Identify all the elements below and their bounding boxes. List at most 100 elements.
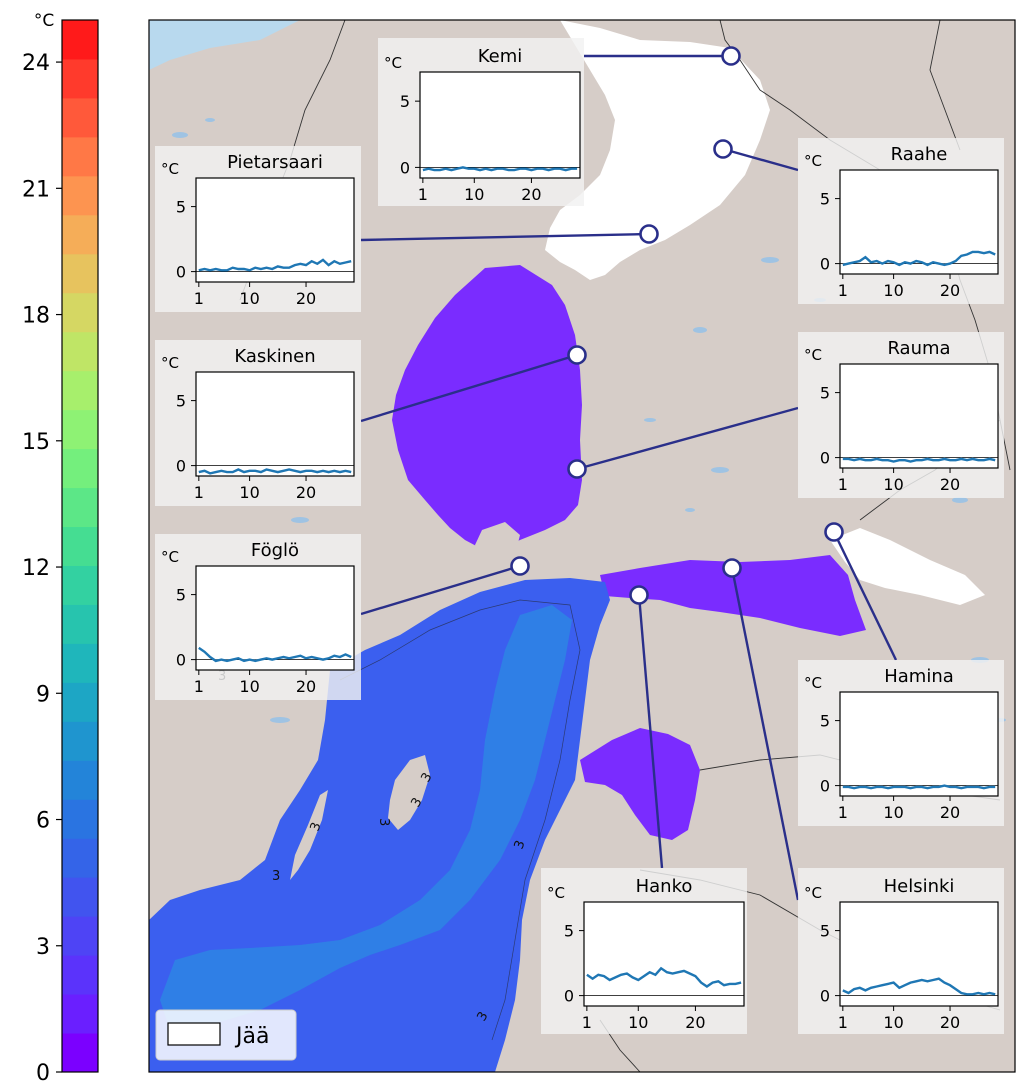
inset-temperature-series [842, 784, 996, 790]
station-marker[interactable] [639, 224, 659, 244]
colorbar-unit-label: °C [34, 11, 54, 31]
inset-x-tick-label: 20 [296, 483, 316, 502]
inset-station-title: Hamina [884, 666, 954, 687]
inset-x-tick-label: 1 [838, 1013, 848, 1032]
inset-x-tick-label: 20 [296, 677, 316, 696]
inset-plot-area [839, 363, 999, 469]
inset-y-tick-label: 5 [564, 922, 574, 941]
sst-gulf-of-finland [600, 555, 866, 636]
inset-y-tick-label: 5 [176, 586, 186, 605]
station-marker[interactable] [510, 556, 530, 576]
legend-ice-label: Jää [234, 1024, 269, 1049]
inset-x-tick-label: 10 [628, 1013, 648, 1032]
station-marker[interactable] [629, 585, 649, 605]
inset-station-title: Föglö [251, 540, 299, 561]
inset-x-tick-label: 1 [838, 803, 848, 822]
inset-x-tick-label: 1 [838, 281, 848, 300]
inset-x-tick-label: 10 [239, 289, 259, 308]
station-marker[interactable] [824, 522, 844, 542]
colorbar-block [62, 292, 98, 333]
inset-temperature-series [842, 977, 996, 996]
station-marker[interactable] [713, 139, 733, 159]
inset-x-tick-label: 20 [940, 475, 960, 494]
inset-y-tick-label: 5 [820, 190, 830, 209]
station-connector-line [637, 594, 664, 869]
colorbar-tick-label: 18 [22, 304, 50, 329]
station-inset: Kemi °C 0 5 1 10 20 [378, 38, 584, 206]
colorbar-block [62, 331, 98, 372]
station-connector-line [722, 147, 799, 172]
inset-x-tick-label: 1 [194, 677, 204, 696]
inset-temperature-series [586, 966, 742, 988]
colorbar-block [62, 760, 98, 800]
inset-y-tick-label: 5 [820, 384, 830, 403]
colorbar-block [62, 370, 98, 411]
colorbar-block [62, 253, 98, 294]
inset-x-tick-label: 1 [418, 185, 428, 204]
ice-legend: Jää [155, 1009, 297, 1061]
inset-x-tick-label: 1 [194, 289, 204, 308]
colorbar-block [62, 565, 98, 605]
inset-x-tick-label: 1 [838, 475, 848, 494]
island-saaremaa [588, 678, 645, 722]
inset-plot-area [839, 691, 999, 797]
inset-x-tick-label: 20 [940, 281, 960, 300]
station-inset: Kaskinen °C 0 5 1 10 20 [155, 340, 361, 506]
inset-x-tick-label: 10 [883, 475, 903, 494]
inset-y-tick-label: 0 [820, 987, 830, 1006]
inset-station-title: Raahe [891, 144, 948, 165]
inset-plot-area [195, 371, 355, 477]
inset-plot-area [195, 565, 355, 671]
station-inset: Helsinki °C 0 5 1 10 20 [798, 868, 1004, 1034]
inset-y-tick-label: 0 [400, 158, 410, 177]
inset-unit-label: °C [384, 54, 402, 72]
station-marker[interactable] [721, 46, 741, 66]
sst-central-basin-warmer [160, 605, 572, 1030]
station-marker[interactable] [567, 459, 587, 479]
inset-unit-label: °C [804, 674, 822, 692]
inset-y-tick-label: 0 [176, 263, 186, 282]
station-inset: Pietarsaari °C 0 5 1 10 20 [155, 146, 361, 312]
contour-label: 3 [376, 818, 391, 826]
island-aland [475, 522, 520, 568]
colorbar-block [62, 838, 98, 878]
station-inset: Hanko °C 0 5 1 10 20 [541, 868, 747, 1034]
inset-y-tick-label: 5 [820, 712, 830, 731]
inset-temperature-series [198, 258, 352, 272]
colorbar-tick-label: 21 [22, 177, 50, 202]
colorbar-block [62, 97, 98, 138]
colorbar: °C 0 3 6 9 12 15 18 21 24 [22, 11, 99, 1086]
inset-y-tick-label: 5 [400, 92, 410, 111]
country-border [929, 20, 961, 151]
inset-x-tick-label: 20 [685, 1013, 705, 1032]
inset-unit-label: °C [804, 884, 822, 902]
colorbar-block [62, 682, 98, 722]
inset-y-tick-label: 0 [176, 457, 186, 476]
inset-y-tick-label: 5 [820, 922, 830, 941]
colorbar-tick-label: 15 [22, 430, 50, 455]
inset-x-tick-label: 1 [582, 1013, 592, 1032]
station-marker[interactable] [567, 345, 587, 365]
contour-line-3 [339, 599, 581, 1041]
colorbar-block [62, 487, 98, 528]
colorbar-tick-label: 12 [22, 556, 50, 581]
sst-gulf-of-riga [580, 728, 700, 840]
station-connector-line [360, 232, 650, 242]
station-connector-line [360, 564, 521, 616]
inset-unit-label: °C [547, 884, 565, 902]
colorbar-block [62, 409, 98, 450]
colorbar-block [62, 20, 98, 60]
colorbar-ticks: 0 3 6 9 12 15 18 21 24 [22, 51, 62, 1086]
inset-station-title: Pietarsaari [227, 152, 323, 173]
inset-x-tick-label: 20 [296, 289, 316, 308]
inset-y-tick-label: 0 [820, 777, 830, 796]
station-connector-line [730, 567, 800, 901]
station-marker[interactable] [722, 558, 742, 578]
inset-y-tick-label: 0 [176, 651, 186, 670]
colorbar-block [62, 448, 98, 489]
station-connector-line [360, 353, 578, 423]
inset-y-tick-label: 0 [820, 449, 830, 468]
map-frame [148, 19, 1016, 1073]
ice-bothnian-bay [545, 20, 770, 280]
inset-y-tick-label: 5 [176, 392, 186, 411]
